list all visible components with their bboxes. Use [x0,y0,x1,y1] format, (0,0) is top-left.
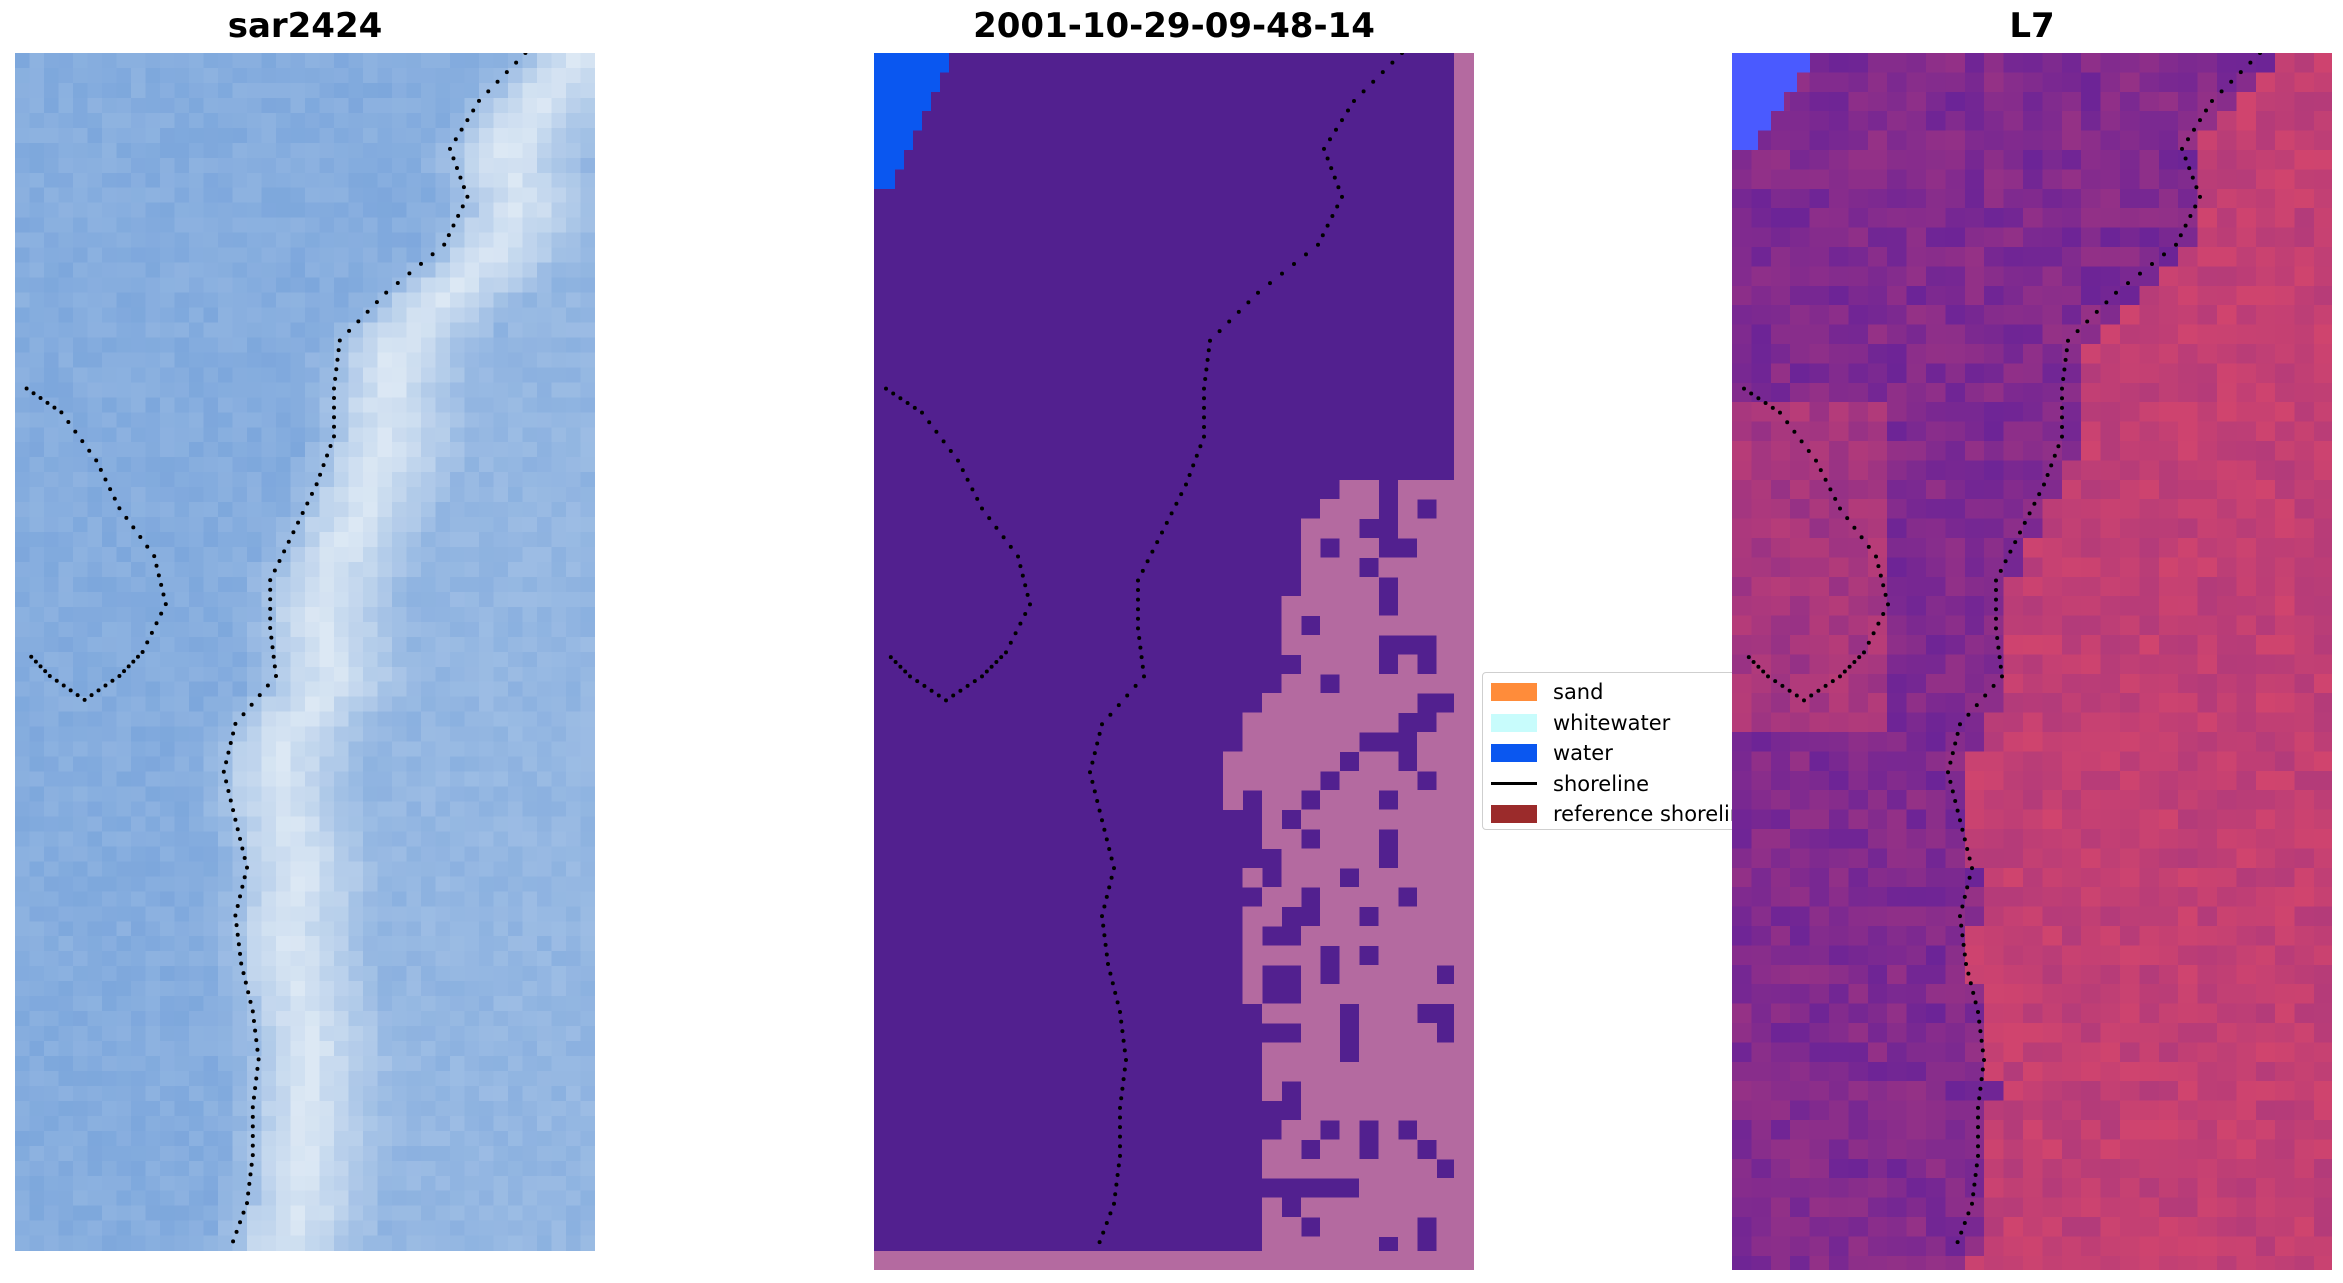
legend-label: water [1553,741,1613,766]
legend-item-reference-shoreline: reference shoreline [1491,799,1741,829]
legend-item-sand: sand [1491,677,1733,708]
legend-swatch-shoreline [1491,782,1537,786]
rgb-image-panel [15,53,595,1251]
l7-image-panel [1732,53,2332,1270]
rgb-raster [15,53,595,1251]
legend-swatch-whitewater [1491,713,1537,732]
legend-swatch-water [1491,744,1537,763]
legend-item-whitewater: whitewater [1491,708,1733,739]
l7-shoreline-2 [1742,386,1890,703]
classified-raster [874,53,1474,1270]
panel-title-classified: 2001-10-29-09-48-14 [973,6,1375,46]
rgb-shoreline [221,53,528,1244]
class-shoreline [1088,53,1404,1245]
legend-label: whitewater [1553,710,1671,735]
legend-swatch-sand [1491,683,1537,702]
legend-label: sand [1553,680,1604,705]
class-shoreline-2 [884,386,1032,703]
rgb-shoreline-2 [24,386,168,702]
panel-title-rgb: sar2424 [227,6,383,46]
legend-swatch-reference-shoreline [1491,805,1537,824]
panel-title-l7: L7 [2009,6,2055,46]
legend: sand whitewater water shoreline referenc… [1482,672,1742,830]
l7-shoreline [1946,53,2262,1245]
legend-label: shoreline [1553,771,1650,796]
legend-label: reference shoreline [1553,802,1742,827]
legend-item-shoreline: shoreline [1491,769,1733,800]
classified-image-panel [874,53,1474,1270]
l7-raster [1732,53,2332,1270]
legend-item-water: water [1491,738,1733,769]
